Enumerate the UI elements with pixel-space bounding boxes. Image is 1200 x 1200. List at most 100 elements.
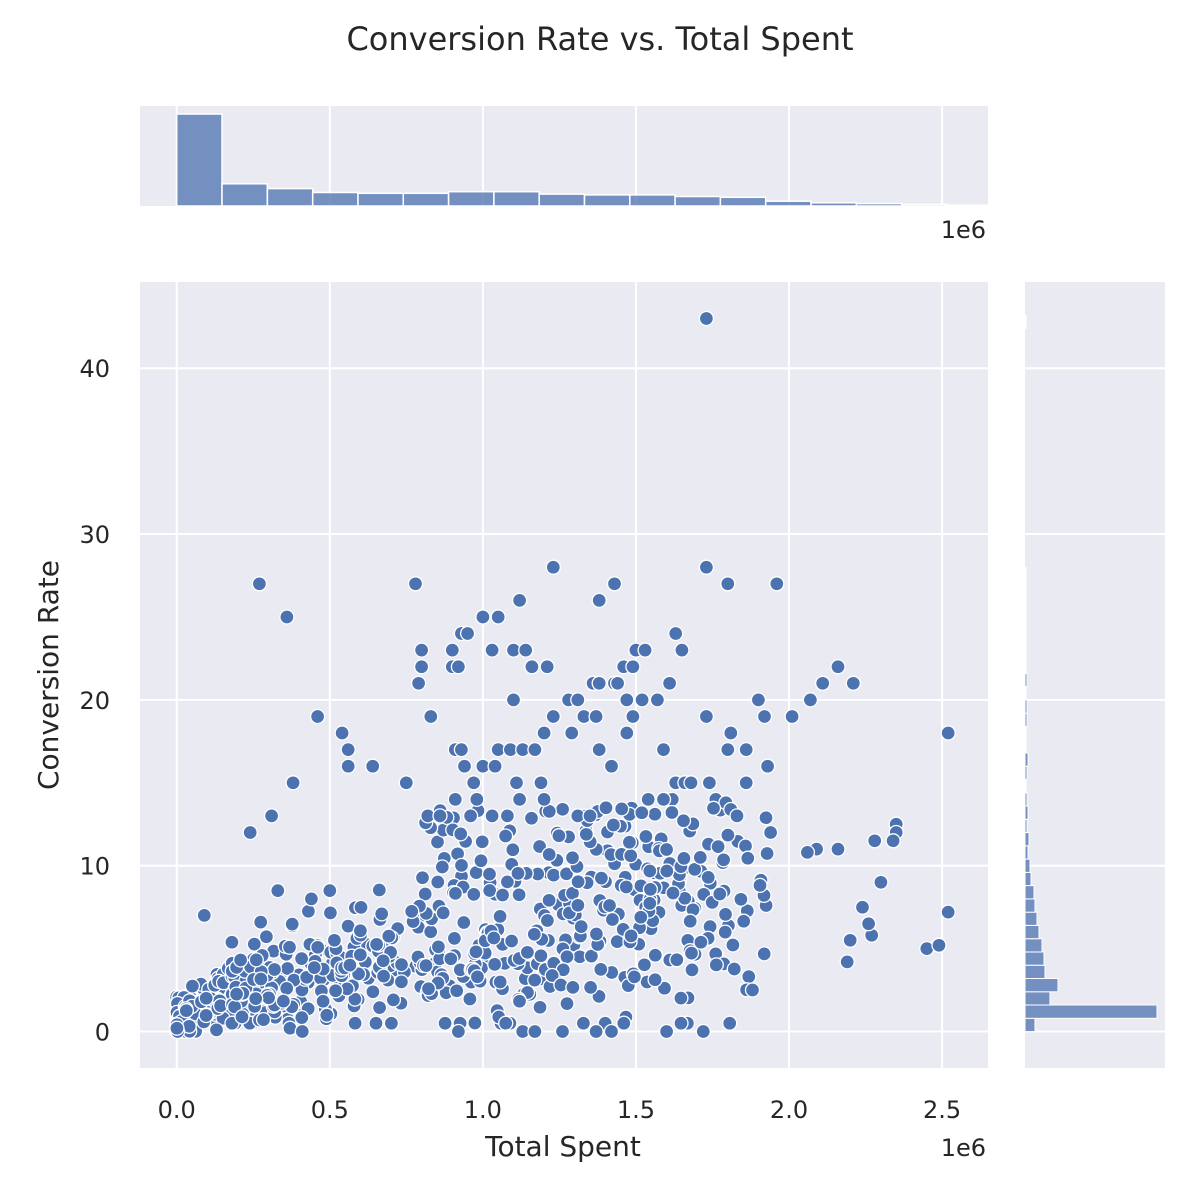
scatter-point [642,881,659,898]
scatter-point [494,887,511,903]
scatter-point [601,897,618,914]
right-histogram-grid [1025,367,1165,1033]
scatter-point [815,675,831,691]
x-tick-label: 2.5 [923,1096,961,1124]
scatter-point [545,708,561,725]
scatter-point [306,959,322,976]
scatter-point [511,791,528,808]
right-histogram-bar [1024,1004,1158,1019]
scatter-point [410,675,427,691]
scatter-point [527,972,543,988]
scatter-point [423,708,439,725]
scatter-point [642,863,658,879]
scatter-point [510,865,526,882]
right-histogram-background [1025,282,1165,1068]
scatter-point [625,708,641,725]
scatter-point [385,992,402,1008]
scatter-point [459,625,476,642]
scatter-point [453,826,469,842]
scatter-point [497,828,514,844]
scatter-point [873,874,889,890]
scatter-point [683,945,700,961]
x-tick-label: 0.0 [158,1096,196,1124]
scatter-point [570,692,586,708]
top-histogram-bar [719,196,767,207]
scatter-point [327,983,344,999]
scatter-point [374,906,390,922]
top-histogram-bar [629,194,676,207]
scatter-point [658,841,675,858]
y-tick-label: 30 [79,521,110,549]
scatter-point [353,899,369,916]
scatter-point [413,659,430,675]
x-tick-labels: 0.0 0.5 1.0 1.5 2.0 2.5 [158,1096,962,1124]
scatter-point [588,1023,604,1040]
scatter-point [591,741,607,758]
scatter-point [698,708,715,725]
scatter-point [474,834,490,850]
scatter-point [315,993,331,1009]
scatter-point [705,800,722,816]
y-tick-labels: 0 10 20 30 40 [79,355,110,1046]
scatter-point [466,775,482,791]
scatter-point [593,870,610,886]
scatter-point [381,928,397,944]
scatter-point [437,1015,453,1031]
scatter-point [750,692,767,708]
scatter-point [368,1015,384,1031]
scatter-point [682,913,698,929]
scatter-point [619,725,635,741]
top-histogram-bar [447,190,495,207]
scatter-point [695,1023,711,1040]
right-histogram-bar [1024,964,1046,980]
right-histogram-bar [1024,646,1027,661]
scatter-point [444,642,460,658]
right-histogram-bar [1024,686,1027,701]
scatter-point [720,576,736,592]
right-histogram-bar [1024,938,1043,953]
scatter-point [551,828,567,844]
scatter-point [383,1015,400,1031]
scatter-point [618,879,634,895]
scatter-point [692,849,708,866]
scatter-point [420,981,437,997]
scatter-point [634,692,650,708]
scatter-point [582,808,598,824]
scatter-point [178,1003,194,1019]
scatter-point [712,886,728,902]
scatter-point [300,903,317,919]
scatter-point [554,1023,571,1040]
scatter-point [430,939,447,955]
right-histogram-bars [1024,314,1158,1033]
scatter-point [270,882,286,899]
right-histogram-bar [1024,659,1027,674]
top-histogram-bar [855,202,903,207]
scatter-point [564,725,580,741]
scatter-point [661,675,678,691]
scatter-point [675,813,692,829]
scatter-point [475,609,491,625]
right-histogram-bar [1024,566,1027,582]
scatter-point [340,758,356,774]
scatter-point [539,912,556,929]
scatter-point [492,974,508,990]
scatter-point [700,869,716,886]
scatter-point [284,916,300,932]
scatter-point [499,808,516,824]
scatter-point [371,882,387,898]
scatter-point [733,891,749,907]
x-tick-label: 0.5 [311,1096,349,1124]
scatter-point [693,934,709,950]
scatter-point [701,775,718,791]
right-histogram-bar [1024,951,1045,966]
scatter-point [198,1007,214,1024]
scatter-point [633,909,649,925]
right-histogram-bar [1024,752,1029,767]
scatter-point [642,895,658,912]
scatter-point [468,944,484,960]
x-tick-label: 1.5 [617,1096,655,1124]
scatter-point [756,708,773,725]
scatter-point [285,775,301,791]
scatter-point [623,928,639,944]
scatter-point [867,833,883,849]
